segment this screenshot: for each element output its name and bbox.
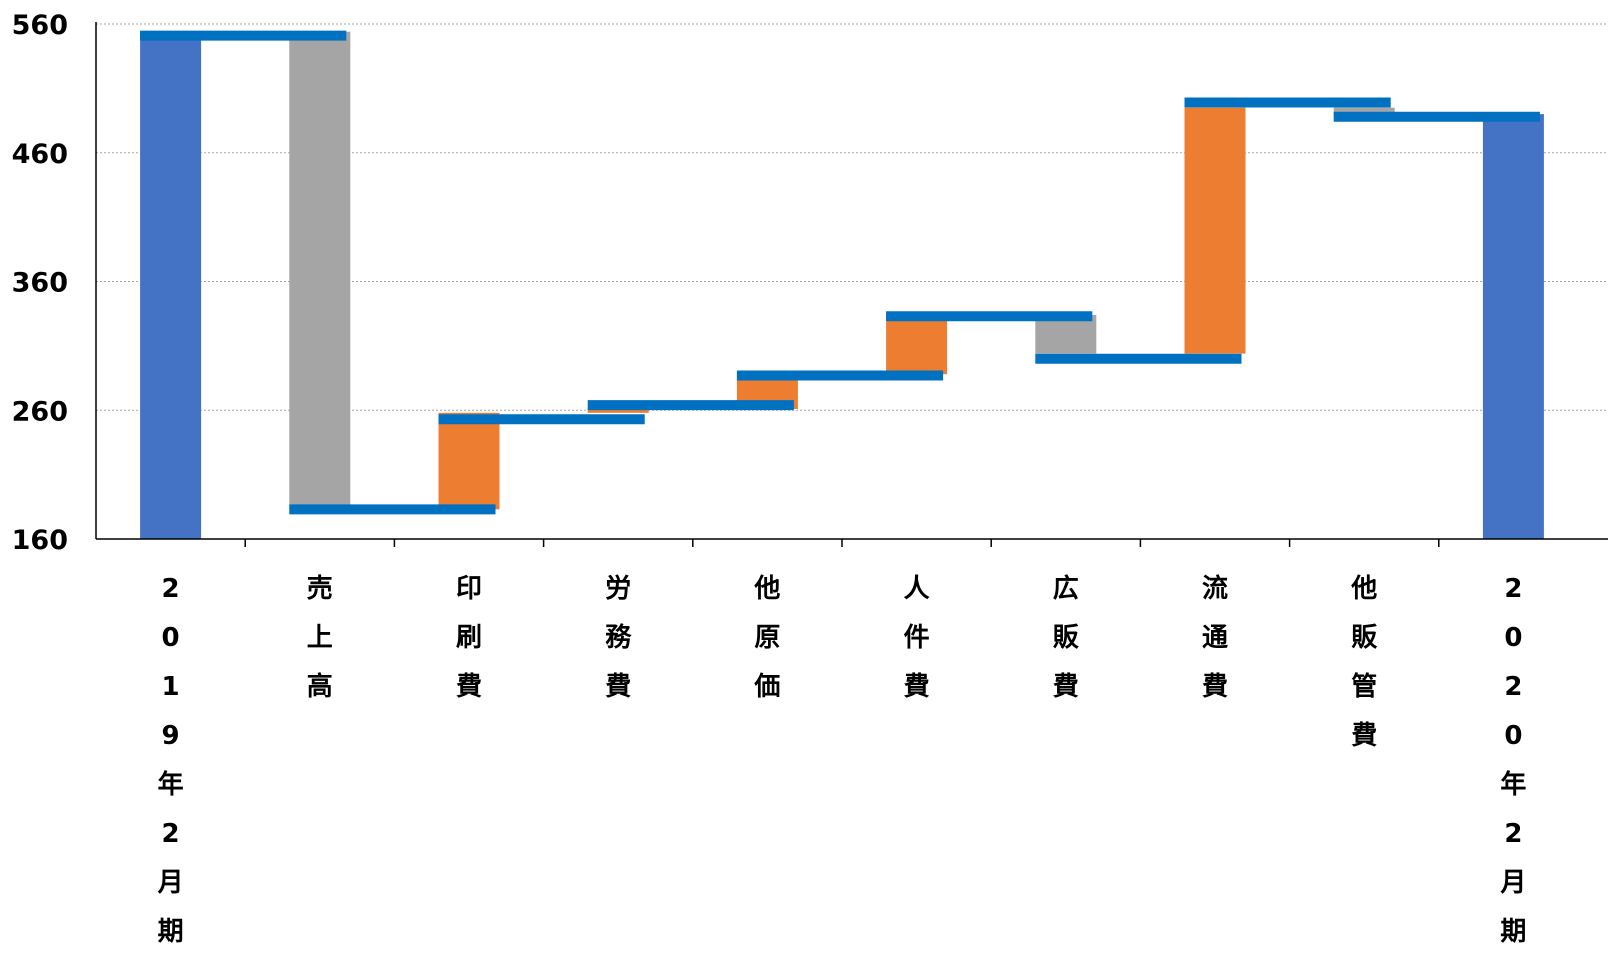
bar-increase xyxy=(438,412,500,510)
category-label: 流通費 xyxy=(1202,574,1228,702)
y-tick-labels: 160 260 360 460 560 xyxy=(12,10,68,556)
y-tick-label: 260 xyxy=(12,396,68,427)
y-tick-label: 560 xyxy=(12,10,68,41)
bar-total xyxy=(140,31,202,539)
bar-increase xyxy=(1184,107,1246,354)
y-tick-label: 460 xyxy=(12,139,68,170)
category-label: 人件費 xyxy=(904,574,930,702)
category-label: 広販費 xyxy=(1053,573,1080,702)
axes xyxy=(95,22,1608,547)
category-label: 印刷費 xyxy=(456,574,482,702)
category-label: 売上高 xyxy=(307,574,333,702)
category-label: 他原価 xyxy=(753,574,780,702)
bar-increase xyxy=(886,314,948,375)
y-tick-label: 160 xyxy=(12,525,68,556)
bar-total xyxy=(1482,114,1544,539)
category-label: 2 0 2 0 年 2 月期 xyxy=(1499,574,1526,947)
category-labels: 2 0 1 9 年 2 月期 売上高 印刷費 労務費 他原価 人件費 広販費 流通費 他販管費 2 0 2 0 年 2 月… xyxy=(157,573,1527,947)
bar-decrease xyxy=(1035,314,1097,354)
bar-decrease xyxy=(289,31,351,510)
category-label: 2 0 1 9 年 2 月期 xyxy=(157,574,184,947)
category-label: 労務費 xyxy=(605,574,632,702)
connector-lines xyxy=(140,30,1540,515)
y-tick-label: 360 xyxy=(12,268,68,299)
bar-increase xyxy=(587,408,649,413)
bars xyxy=(140,31,1544,539)
category-label: 他販管費 xyxy=(1350,574,1378,751)
